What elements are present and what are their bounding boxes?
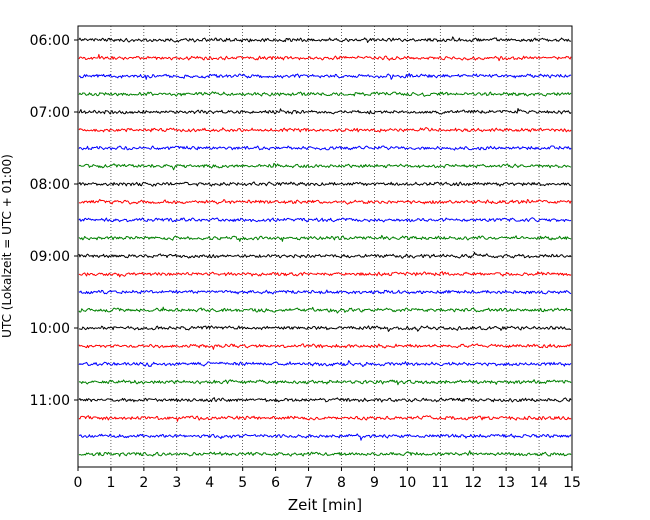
- x-tick-label: 14: [530, 475, 548, 491]
- trace-line: [78, 306, 572, 314]
- x-axis-ticks: 0 1 2 3 4 5 6 7 8 9 10 11 12 13 14 15: [74, 467, 581, 491]
- trace-line: [78, 198, 572, 205]
- trace-line: [78, 91, 572, 97]
- x-tick-label: 6: [271, 475, 280, 491]
- y-tick-label: 10:00: [30, 321, 70, 337]
- x-tick-label: 7: [304, 475, 313, 491]
- x-tick-label: 1: [106, 475, 115, 491]
- x-tick-label: 9: [370, 475, 379, 491]
- trace-line: [78, 343, 572, 350]
- x-tick-label: 8: [337, 475, 346, 491]
- trace-line: [78, 360, 572, 368]
- trace-line: [78, 53, 572, 62]
- trace-line: [78, 145, 572, 151]
- x-tick-label: 0: [74, 475, 83, 491]
- y-axis-ticks: 06:00 07:00 08:00 09:00 10:00 11:00: [30, 33, 78, 409]
- trace-line: [78, 450, 572, 457]
- trace-line: [78, 107, 572, 115]
- trace-line: [78, 72, 572, 80]
- x-tick-label: 3: [172, 475, 181, 491]
- trace-line: [78, 234, 572, 242]
- x-tick-label: 4: [205, 475, 214, 491]
- trace-line: [78, 289, 572, 295]
- y-tick-label: 11:00: [30, 393, 70, 409]
- x-axis-label: Zeit [min]: [288, 496, 362, 514]
- y-tick-label: 07:00: [30, 105, 70, 121]
- x-tick-label: 5: [238, 475, 247, 491]
- trace-line: [78, 415, 572, 422]
- trace-line: [78, 217, 572, 223]
- x-tick-label: 2: [139, 475, 148, 491]
- trace-line: [78, 36, 572, 43]
- y-tick-label: 09:00: [30, 249, 70, 265]
- trace-line: [78, 127, 572, 133]
- trace-line: [78, 271, 572, 278]
- plot-frame: [77, 25, 573, 468]
- y-tick-label: 08:00: [30, 177, 70, 193]
- trace-line: [78, 181, 572, 187]
- trace-line: [78, 379, 572, 386]
- y-axis-label: UTC (Lokalzeit = UTC + 01:00): [0, 154, 14, 338]
- x-tick-label: 15: [563, 475, 581, 491]
- trace-line: [78, 397, 572, 403]
- x-tick-label: 11: [431, 475, 449, 491]
- trace-line: [78, 325, 572, 332]
- trace-series: [78, 36, 572, 457]
- trace-line: [78, 162, 572, 171]
- x-tick-label: 12: [464, 475, 482, 491]
- trace-line: [78, 251, 572, 259]
- x-tick-label: 10: [398, 475, 416, 491]
- x-tick-label: 13: [497, 475, 515, 491]
- y-tick-label: 06:00: [30, 33, 70, 49]
- trace-line: [78, 433, 572, 441]
